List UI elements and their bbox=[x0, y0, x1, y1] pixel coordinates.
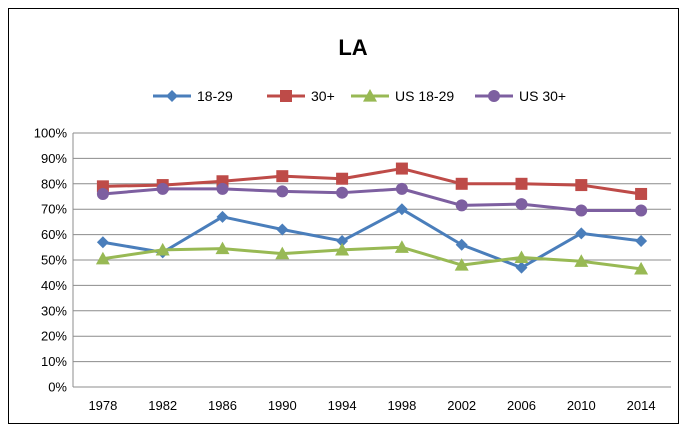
legend-marker bbox=[280, 90, 292, 102]
series-line bbox=[102, 187, 642, 212]
legend-label: 18-29 bbox=[197, 88, 233, 104]
y-tick-label: 30% bbox=[41, 303, 67, 318]
data-point bbox=[455, 238, 468, 251]
y-tick-label: 80% bbox=[41, 176, 67, 191]
x-tick-label: 1986 bbox=[208, 398, 237, 413]
data-point bbox=[574, 254, 589, 267]
data-point bbox=[575, 227, 588, 240]
x-tick-label: 1994 bbox=[328, 398, 357, 413]
x-axis-tick-labels: 1978 1982 1986 1990 1994 1998 2002 2006 2010 2014 bbox=[88, 398, 655, 413]
y-tick-label: 10% bbox=[41, 354, 67, 369]
y-tick-label: 50% bbox=[41, 253, 67, 268]
legend-item: 18-29 bbox=[153, 88, 233, 104]
data-point bbox=[96, 187, 109, 200]
chart-frame: LA 18-29 30+ US 18-29 US 30+ 0% 10% 20% 30% 40%… bbox=[8, 8, 679, 424]
data-point bbox=[276, 185, 289, 198]
data-point bbox=[156, 182, 169, 195]
data-point bbox=[634, 261, 649, 275]
y-tick-label: 40% bbox=[41, 278, 67, 293]
legend: 18-29 30+ US 18-29 US 30+ bbox=[153, 88, 566, 104]
legend-label: US 30+ bbox=[519, 88, 566, 104]
data-point bbox=[635, 187, 648, 200]
series-us-30 bbox=[96, 182, 648, 217]
data-point bbox=[335, 242, 350, 256]
data-point bbox=[276, 223, 289, 236]
data-point bbox=[515, 177, 528, 190]
x-tick-label: 1998 bbox=[387, 398, 416, 413]
series-us-18-29 bbox=[95, 240, 649, 275]
data-point bbox=[454, 258, 469, 271]
data-point bbox=[515, 198, 528, 211]
legend-item: 30+ bbox=[267, 88, 335, 104]
data-point bbox=[395, 182, 408, 195]
data-point bbox=[394, 240, 409, 253]
y-axis-tick-labels: 0% 10% 20% 30% 40% 50% 60% 70% 80% 90% 100% bbox=[34, 126, 68, 395]
data-point bbox=[95, 251, 110, 265]
series-30 bbox=[96, 162, 648, 200]
series-line bbox=[102, 167, 642, 196]
x-tick-label: 1978 bbox=[88, 398, 117, 413]
data-point bbox=[395, 203, 408, 216]
data-point bbox=[575, 179, 588, 192]
legend-item: US 30+ bbox=[475, 88, 566, 104]
data-point bbox=[635, 234, 648, 247]
data-point bbox=[216, 210, 229, 223]
series-18-29 bbox=[96, 203, 648, 274]
y-tick-label: 100% bbox=[34, 126, 68, 141]
x-tick-label: 2014 bbox=[627, 398, 656, 413]
data-point bbox=[336, 172, 349, 185]
chart-title: LA bbox=[338, 35, 367, 60]
y-tick-label: 0% bbox=[48, 380, 67, 395]
x-tick-label: 2002 bbox=[447, 398, 476, 413]
data-point bbox=[215, 241, 230, 255]
x-tick-label: 1982 bbox=[148, 398, 177, 413]
y-tick-label: 60% bbox=[41, 227, 67, 242]
data-point bbox=[336, 234, 349, 247]
x-tick-label: 1990 bbox=[268, 398, 297, 413]
data-point bbox=[635, 204, 648, 217]
data-point bbox=[336, 186, 349, 199]
x-tick-label: 2010 bbox=[567, 398, 596, 413]
data-point bbox=[455, 177, 468, 190]
series-layer bbox=[95, 162, 649, 275]
data-point bbox=[455, 199, 468, 212]
legend-marker bbox=[166, 90, 178, 102]
y-tick-label: 90% bbox=[41, 151, 67, 166]
y-tick-label: 70% bbox=[41, 202, 67, 217]
y-tick-label: 20% bbox=[41, 329, 67, 344]
legend-marker bbox=[488, 90, 500, 102]
data-point bbox=[514, 250, 529, 264]
data-point bbox=[395, 162, 408, 175]
data-point bbox=[276, 170, 289, 183]
line-chart: LA 18-29 30+ US 18-29 US 30+ 0% 10% 20% 30% 40%… bbox=[34, 35, 671, 413]
data-point bbox=[216, 182, 229, 195]
series-line bbox=[102, 245, 642, 271]
legend-label: US 18-29 bbox=[395, 88, 454, 104]
legend-item: US 18-29 bbox=[351, 88, 454, 104]
data-point bbox=[515, 261, 528, 274]
x-tick-label: 2006 bbox=[507, 398, 536, 413]
data-point bbox=[575, 204, 588, 217]
legend-label: 30+ bbox=[311, 88, 335, 104]
series-line bbox=[102, 207, 642, 270]
data-point bbox=[275, 246, 290, 260]
legend-marker bbox=[363, 89, 377, 102]
data-point bbox=[96, 236, 109, 249]
data-point bbox=[155, 242, 170, 256]
